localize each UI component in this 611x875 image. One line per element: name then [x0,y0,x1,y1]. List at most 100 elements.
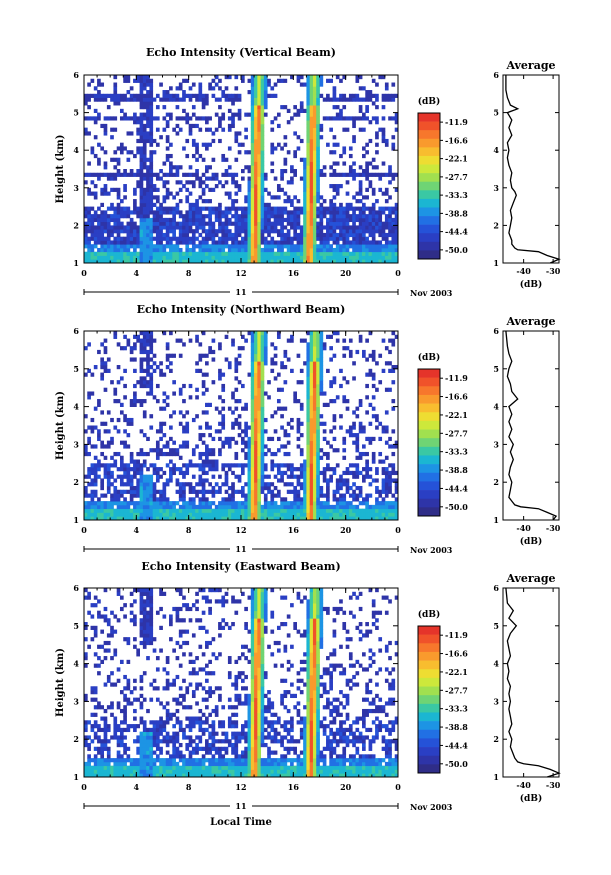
heatmap-cell [106,225,111,230]
heatmap-cell [319,127,324,132]
heatmap-cell [371,236,376,241]
heatmap-cell [316,210,320,215]
heatmap-cell [241,75,245,80]
heatmap-cell [214,406,219,411]
heatmap-cell [182,255,186,260]
heatmap-cell [322,259,327,264]
heatmap-cell [211,489,216,494]
heatmap-cell [254,346,258,351]
heatmap-cell [368,172,373,177]
heatmap-cell [113,512,118,517]
heatmap-cell [142,331,147,336]
heatmap-cell [316,180,320,185]
heatmap-cell [329,150,333,155]
heatmap-cell [332,195,337,200]
heatmap-cell [312,459,317,464]
heatmap-cell [332,470,337,476]
heatmap-cell [182,97,186,102]
heatmap-cell [263,244,268,249]
x-tick-label: 0 [395,525,401,535]
heatmap-cell [93,720,98,725]
heatmap-cell [185,470,190,476]
heatmap-cell [93,508,98,513]
heatmap-cell [205,402,209,407]
heatmap-cell [87,229,91,234]
heatmap-cell [129,508,134,513]
heatmap-cell [322,346,327,351]
heatmap-cell [316,255,320,260]
heatmap-cell [185,221,190,226]
heatmap-cell [257,165,262,170]
heatmap-cell [303,157,307,162]
heatmap-cell [312,357,317,362]
heatmap-cell [172,380,176,385]
heatmap-cell [273,361,278,366]
heatmap-cell [381,255,386,260]
heatmap-cell [273,214,278,219]
heatmap-cell [165,353,170,358]
heatmap-cell [293,259,297,264]
heatmap-cell [129,357,134,362]
heatmap-cell [257,221,262,226]
heatmap-cell [155,497,160,502]
heatmap-cell [224,512,229,517]
heatmap-cell [175,451,180,457]
heatmap-cell [182,236,186,241]
colorbar-tick-label: -38.8 [445,208,468,218]
heatmap-cell [381,75,386,80]
heatmap-cell [227,504,232,510]
heatmap-cell [218,86,222,91]
heatmap-cell [309,417,314,423]
heatmap-cell [358,184,363,189]
heatmap-cell [149,78,154,83]
heatmap-cell [159,489,163,494]
heatmap-cell [227,127,232,132]
heatmap-cell [329,225,333,230]
heatmap-cell [309,346,314,351]
heatmap-cell [371,210,376,215]
heatmap-cell [247,451,252,457]
heatmap-cell [299,75,304,80]
heatmap-cell [224,474,229,479]
heatmap-cell [332,116,337,121]
heatmap-cell [270,142,275,147]
heatmap-cell [378,206,383,211]
heatmap-cell [312,240,317,245]
heatmap-cell [113,93,118,98]
heatmap-cell [123,97,127,102]
heatmap-cell [348,93,353,98]
heatmap-cell [368,474,373,479]
heatmap-cell [335,512,340,517]
heatmap-cell [375,244,379,249]
heatmap-cell [352,221,356,226]
heatmap-cell [172,236,176,241]
heatmap-cell [191,202,196,207]
heatmap-cell [139,463,144,468]
heatmap-cell [276,240,281,245]
heatmap-cell [322,436,327,442]
heatmap-cell [165,90,170,95]
heatmap-cell [260,214,265,219]
heatmap-cell [103,251,108,256]
heatmap-cell [290,169,294,174]
heatmap-cell [342,93,347,98]
heatmap-cell [84,493,88,498]
heatmap-cell [116,195,121,200]
heatmap-cell [195,172,199,177]
heatmap-cell [375,251,379,256]
heatmap-cell [286,244,291,249]
heatmap-cell [267,93,271,98]
heatmap-cell [97,516,101,521]
heatmap-cell [182,229,186,234]
heatmap-cell [299,508,304,513]
heatmap-cell [332,467,337,472]
heatmap-cell [257,251,262,256]
heatmap-cell [142,172,147,177]
heatmap-cell [257,436,262,442]
heatmap-cell [283,217,288,223]
heatmap-cell [119,489,124,494]
heatmap-cell [142,383,147,389]
heatmap-cell [309,512,314,517]
heatmap-cell [214,251,219,256]
heatmap-cell [293,225,297,230]
